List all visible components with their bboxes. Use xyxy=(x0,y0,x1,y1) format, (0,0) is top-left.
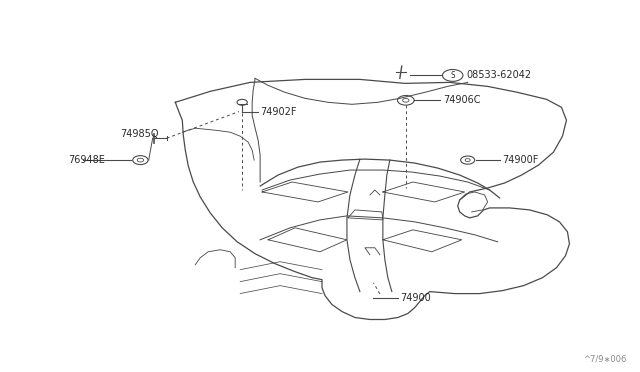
Text: 74985Q: 74985Q xyxy=(120,129,159,140)
Text: 74900: 74900 xyxy=(400,293,431,302)
Text: 74902F: 74902F xyxy=(260,107,296,116)
Text: 08533-62042: 08533-62042 xyxy=(467,70,532,80)
Text: S: S xyxy=(451,71,455,80)
Text: 74906C: 74906C xyxy=(443,95,480,105)
Text: 74900F: 74900F xyxy=(502,155,539,165)
Text: ^7/9∗006: ^7/9∗006 xyxy=(583,355,627,364)
Text: 76948E: 76948E xyxy=(68,155,106,165)
